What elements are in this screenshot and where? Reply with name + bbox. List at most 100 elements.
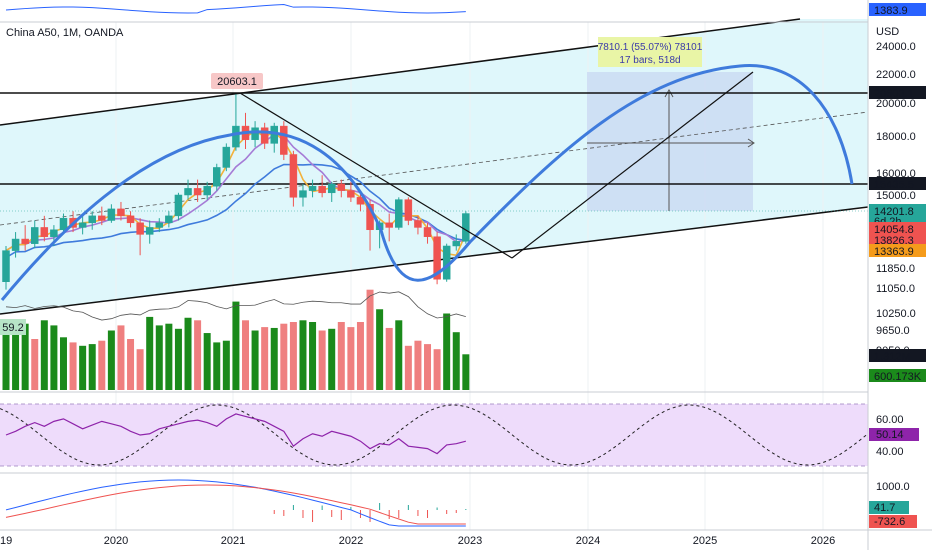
candle-body	[155, 222, 164, 228]
candle-body	[385, 222, 393, 228]
volume-bar	[270, 327, 278, 390]
time-axis[interactable]: 19 2020 2021 2022 2023 2024 2025 2026	[0, 535, 835, 547]
volume-bar	[98, 340, 106, 390]
price-tick: 10250.0	[876, 308, 916, 320]
candle-body	[98, 215, 106, 221]
candle-body	[260, 127, 269, 144]
uptrend-line	[511, 71, 754, 259]
candle-body	[30, 227, 39, 244]
candle-body	[213, 167, 221, 187]
countdown-box	[869, 215, 926, 225]
candle-body	[50, 229, 58, 237]
macd-pane[interactable]	[5, 479, 467, 527]
volume-ma	[5, 291, 466, 321]
measure-arrows	[587, 88, 755, 211]
volume-bar	[299, 320, 307, 390]
candle-body	[433, 236, 441, 280]
candle-body	[107, 208, 116, 221]
candle-body	[165, 215, 173, 224]
candle-body	[21, 238, 29, 244]
candle-body	[40, 227, 49, 237]
volume-bar	[337, 322, 345, 390]
rsi-pane[interactable]	[0, 403, 869, 467]
volume-bar	[433, 349, 441, 390]
candle-body	[11, 238, 20, 251]
trend-lines[interactable]	[239, 71, 754, 259]
volume-bars	[2, 289, 470, 390]
time-tick: 2024	[576, 535, 600, 547]
volume-bar	[232, 301, 240, 390]
time-tick: 2023	[458, 535, 482, 547]
candle-body	[2, 250, 10, 283]
projection-arc[interactable]	[0, 64, 854, 301]
rsi-tick: 60.00	[876, 414, 904, 426]
candle-body	[404, 199, 413, 221]
price-tick: 18000.0	[876, 131, 916, 143]
price-label-box	[869, 3, 926, 16]
volume-bar	[366, 289, 374, 390]
price-axis[interactable]: USD 24000.022000.020000.018000.016000.01…	[876, 26, 916, 357]
measure-line2: 17 bars, 518d	[619, 55, 680, 66]
candle-body	[308, 185, 317, 191]
candle-body	[222, 146, 231, 168]
peak-label-text: 20603.1	[217, 76, 257, 88]
volume-bar	[50, 325, 58, 390]
price-label-text: 13363.9	[874, 246, 914, 258]
volume-bar	[203, 333, 211, 390]
price-label-box	[869, 244, 926, 257]
candle-body	[318, 185, 326, 194]
volume-bar	[251, 330, 259, 390]
candle-body	[193, 188, 202, 196]
volume-bar	[309, 322, 317, 390]
volume-bar	[452, 332, 460, 390]
candle-body	[395, 199, 403, 228]
chart-title: China A50, 1M, OANDA	[6, 27, 124, 39]
candle-body	[251, 127, 259, 140]
volume-bar	[318, 330, 326, 390]
macd-tick: 1000.0	[876, 481, 910, 493]
volume-bar	[242, 320, 249, 390]
channel-mid-line	[0, 111, 869, 226]
macd-axis: 1000.0 41.7 -732.6	[869, 481, 917, 528]
volume-bar	[165, 323, 173, 390]
horizontal-levels[interactable]	[0, 92, 868, 212]
volume-bar	[414, 340, 422, 390]
candle-body	[88, 215, 96, 224]
price-label-box	[869, 177, 926, 190]
measure-range-box[interactable]	[587, 72, 753, 211]
price-label-text: 600.173K	[874, 371, 922, 383]
candle-body	[462, 213, 470, 242]
volume-bar	[404, 345, 412, 390]
ma-blue	[5, 163, 466, 259]
time-tick: 2022	[339, 535, 363, 547]
candle-body	[117, 208, 125, 217]
price-tick: 9650.0	[876, 325, 910, 337]
price-tick: 20000.0	[876, 98, 916, 110]
volume-bar	[395, 320, 403, 390]
candle-body	[452, 241, 461, 247]
volume-bar	[79, 345, 87, 390]
volume-bar	[213, 342, 221, 390]
price-label-text: 20603.1	[874, 88, 914, 100]
volume-bar	[385, 327, 393, 390]
price-pane[interactable]	[0, 18, 869, 530]
candle-body	[59, 217, 68, 231]
channel-upper-line	[0, 18, 801, 126]
volume-bar	[222, 340, 230, 390]
candle-body	[414, 220, 422, 228]
candle-body	[232, 125, 240, 148]
volume-bar	[424, 344, 432, 390]
time-tick: 2025	[693, 535, 717, 547]
volume-bar	[69, 342, 77, 390]
volume-bar	[280, 323, 288, 390]
price-label-box	[869, 369, 926, 382]
volume-bar	[462, 354, 470, 390]
measure-line1: 7810.1 (55.07%) 78101	[598, 42, 703, 53]
price-label-text: 1.312M	[874, 351, 911, 363]
macd-signal-box	[869, 515, 917, 528]
price-label-box	[869, 233, 926, 246]
volume-bar	[117, 325, 125, 390]
candle-body	[78, 222, 87, 228]
macd-signal-value: -732.6	[874, 516, 905, 528]
